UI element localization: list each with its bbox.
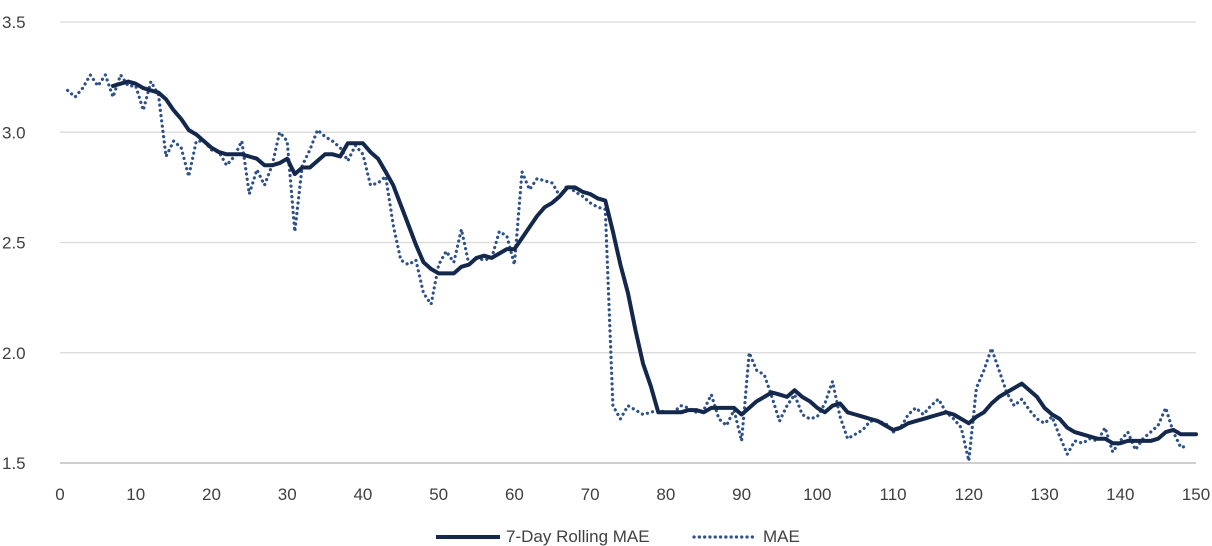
- legend-label-rolling-mae: 7-Day Rolling MAE: [506, 527, 650, 546]
- gridlines: [60, 21, 1196, 354]
- series-layer: [66, 73, 1198, 463]
- x-tick-label: 150: [1182, 485, 1210, 504]
- x-tick-label: 0: [55, 485, 64, 504]
- y-tick-label: 2.0: [2, 344, 26, 363]
- x-tick-label: 120: [955, 485, 983, 504]
- x-tick-label: 30: [278, 485, 297, 504]
- y-tick-label: 1.5: [2, 454, 26, 473]
- x-tick-label: 100: [803, 485, 831, 504]
- x-tick-label: 10: [126, 485, 145, 504]
- series-line-rolling-mae: [111, 79, 1198, 446]
- legend-label-mae: MAE: [763, 527, 800, 546]
- x-tick-label: 40: [353, 485, 372, 504]
- x-tick-label: 140: [1106, 485, 1134, 504]
- x-tick-label: 80: [656, 485, 675, 504]
- x-axis-ticks: 0 10 20 30 40 50 60 70 80 90 100 110 120 130 140 150: [55, 485, 1210, 504]
- x-tick-label: 20: [202, 485, 221, 504]
- x-tick-label: 130: [1030, 485, 1058, 504]
- series-line-mae: [66, 73, 1190, 463]
- y-tick-label: 2.5: [2, 234, 26, 253]
- x-tick-label: 50: [429, 485, 448, 504]
- y-tick-label: 3.5: [2, 13, 26, 32]
- y-tick-label: 3.0: [2, 123, 26, 142]
- legend: 7-Day Rolling MAE MAE: [436, 527, 800, 546]
- x-tick-label: 90: [732, 485, 751, 504]
- x-tick-label: 110: [880, 485, 907, 504]
- x-tick-label: 70: [581, 485, 600, 504]
- x-tick-label: 60: [505, 485, 524, 504]
- y-axis-ticks: 1.5 2.0 2.5 3.0 3.5: [2, 13, 26, 473]
